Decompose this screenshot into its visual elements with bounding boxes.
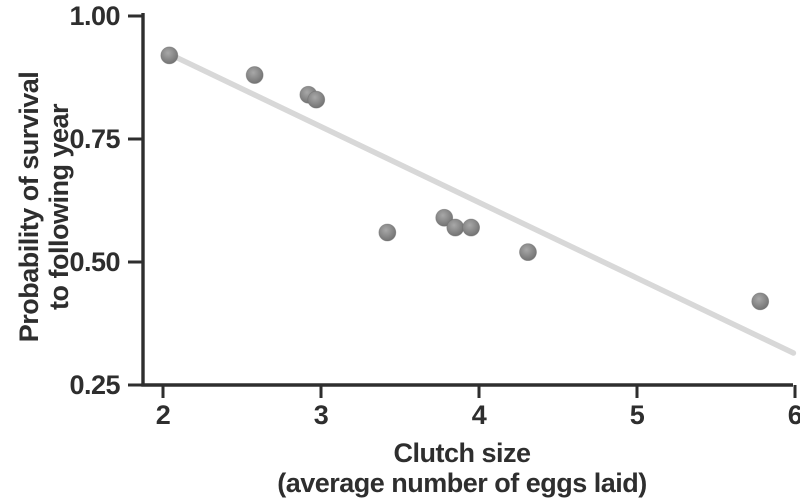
x-axis-title-line1: Clutch size [393, 438, 531, 468]
trend-line [174, 55, 797, 356]
axes-layer: 0.25 0.50 0.75 1.00 2 3 4 5 6 [69, 1, 800, 430]
x-tick-label: 3 [314, 400, 329, 430]
y-axis-title-line1: Probability of survival [14, 72, 44, 343]
data-point [446, 218, 465, 237]
trend-line-layer [174, 55, 797, 356]
data-points-layer [160, 46, 770, 311]
data-point [245, 66, 264, 84]
y-tick-label: 0.75 [69, 124, 120, 154]
y-axis-title-line2: to following year [44, 103, 74, 310]
x-axis-title-line2: (average number of eggs laid) [277, 468, 647, 498]
data-point [435, 208, 454, 227]
x-tick-label: 6 [788, 400, 800, 430]
y-tick-label: 1.00 [69, 1, 120, 31]
data-point [751, 292, 770, 311]
y-tick-label: 0.50 [69, 247, 120, 277]
data-point [307, 90, 326, 109]
x-tick-label: 4 [472, 400, 487, 430]
data-point [462, 218, 481, 237]
x-tick-label: 5 [630, 400, 645, 430]
data-point [519, 243, 537, 262]
data-point [378, 223, 397, 242]
data-point [160, 46, 179, 65]
x-tick-label: 2 [156, 400, 171, 430]
y-tick-label: 0.25 [69, 370, 120, 400]
